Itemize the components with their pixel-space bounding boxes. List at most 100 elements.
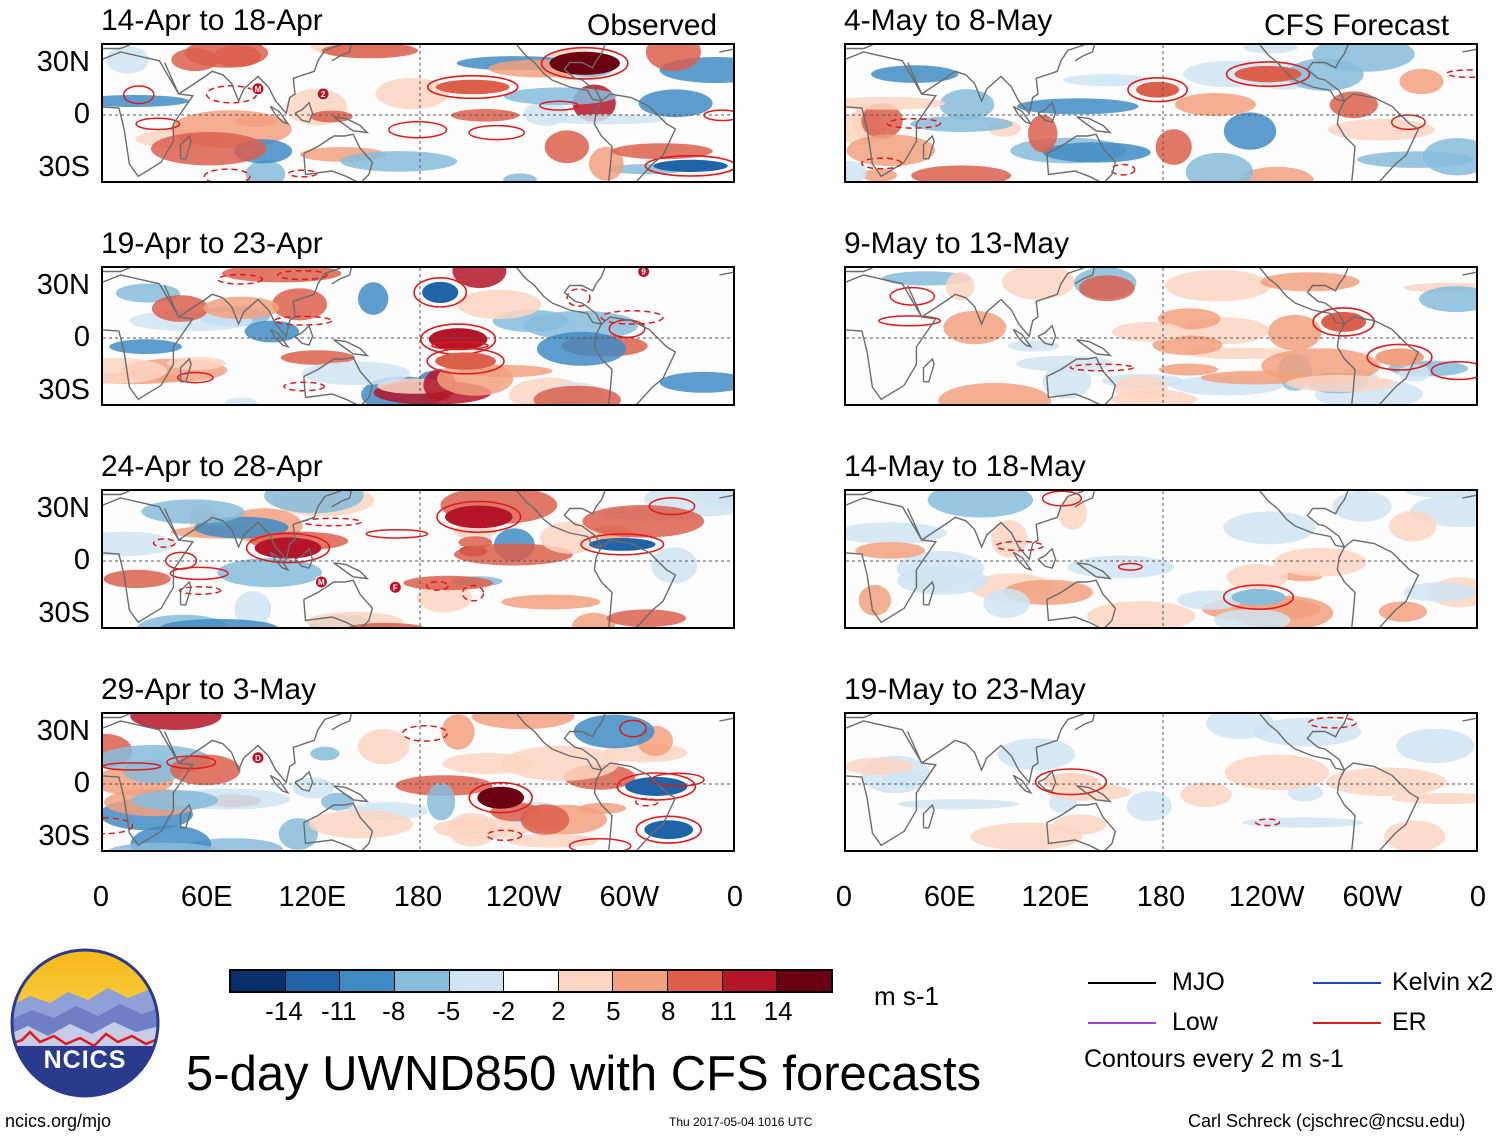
coastline [303, 802, 374, 850]
forecast-panel-1 [844, 43, 1478, 183]
storm-marker-label: M [255, 85, 262, 94]
er-legend-line [1313, 1022, 1381, 1024]
footer-author: Carl Schreck (cjschrec@ncsu.edu) [1188, 1111, 1466, 1131]
wind-anomaly-patch [1126, 791, 1172, 822]
wind-anomaly-patch [1243, 45, 1298, 54]
wind-anomaly-patch [1391, 793, 1476, 804]
wind-anomaly-patch [280, 350, 355, 365]
wind-anomaly-patch [1399, 68, 1444, 95]
wind-anomaly-patch [1016, 355, 1114, 372]
er-contour [276, 269, 328, 281]
coastline [906, 491, 1085, 561]
wind-anomaly-patch [321, 45, 418, 59]
er-contour [1222, 584, 1295, 611]
er-contour [995, 540, 1044, 552]
coastline [906, 268, 1085, 338]
coastline [1046, 133, 1117, 181]
wind-anomaly-patch [1175, 93, 1256, 116]
x-tick-label: 0 [1469, 881, 1487, 913]
wind-anomaly-patch [150, 132, 267, 166]
er-contour [169, 566, 229, 581]
coastline [1012, 105, 1033, 126]
coastline [846, 714, 873, 719]
wind-anomaly-patch [1201, 370, 1311, 385]
coastline [269, 551, 290, 572]
wind-map: D [103, 714, 733, 850]
coastline [906, 714, 1085, 784]
er-contour [1430, 360, 1476, 381]
coastline [163, 45, 342, 115]
wind-anomaly-patch [659, 371, 733, 393]
wind-anomaly-patch [130, 714, 222, 730]
wind-anomaly-patch [301, 361, 411, 386]
er-contour [1117, 562, 1143, 571]
wind-anomaly-core [477, 786, 525, 809]
wind-anomaly-patch [358, 282, 389, 315]
colorbar [229, 969, 833, 993]
coastline [922, 803, 935, 829]
coastline [1046, 579, 1117, 627]
observed-panel-title-4: 29-Apr to 3-May [101, 673, 317, 706]
footer-url[interactable]: ncics.org/mjo [5, 1111, 112, 1131]
colorbar-units: m s-1 [874, 981, 939, 1011]
wind-anomaly-patch [403, 575, 494, 591]
coastline [593, 762, 677, 850]
er-contour [648, 497, 696, 516]
er-contour [245, 532, 331, 564]
mjo-legend-line [1088, 982, 1156, 984]
wind-anomaly-patch [340, 151, 458, 172]
storm-marker: 9 [637, 268, 651, 278]
wind-anomaly-patch [1002, 268, 1075, 300]
er-contour [1312, 307, 1375, 337]
coastline [516, 714, 606, 771]
wind-anomaly-patch [1405, 491, 1476, 498]
wind-anomaly-patch [897, 799, 1019, 810]
wind-anomaly-patch [862, 168, 897, 181]
er-contour [436, 500, 522, 534]
wind-anomaly-patch [1007, 340, 1060, 352]
wind-anomaly-patch [1329, 91, 1378, 119]
observed-panel-2: 9 [101, 266, 735, 406]
wind-anomaly-patch [1398, 364, 1430, 382]
wind-anomaly-patch [1389, 510, 1437, 542]
er-contour [413, 276, 468, 308]
coastline [516, 268, 606, 325]
wind-anomaly-patch [1253, 717, 1361, 747]
wind-anomaly-patch [983, 588, 1030, 619]
coastline [1462, 48, 1476, 53]
wind-anomaly-patch [638, 89, 713, 118]
coastline [1336, 93, 1420, 181]
wind-anomaly-patch [938, 382, 1052, 404]
wind-anomaly-patch [224, 397, 258, 404]
wind-anomaly-patch [1079, 275, 1135, 302]
storm-marker: M [251, 82, 265, 96]
coastline [1259, 268, 1349, 325]
colorbar-tick-label: -14 [265, 996, 303, 1026]
er-contour [205, 85, 258, 104]
er-contour [388, 120, 448, 139]
coastline [103, 714, 130, 719]
coastline [103, 720, 195, 847]
wind-anomaly-patch [846, 757, 913, 776]
low-legend-label: Low [1172, 1008, 1218, 1036]
coastline [269, 328, 290, 349]
colorbar-swatch [613, 971, 669, 991]
wind-map [846, 268, 1476, 404]
y-tick-label: 30N [36, 268, 90, 301]
coastline [1336, 539, 1420, 627]
coastline [103, 45, 130, 50]
coastline [1259, 714, 1349, 771]
wind-anomaly-patch [544, 130, 590, 164]
wind-anomaly-patch [1223, 511, 1316, 545]
wind-anomaly-patch [1155, 129, 1192, 165]
coastline [719, 48, 733, 53]
wind-anomaly-patch [573, 714, 655, 749]
coastline [1462, 271, 1476, 276]
wind-anomaly-patch [533, 385, 621, 404]
wind-anomaly-patch [264, 491, 364, 514]
wind-anomaly-patch [217, 558, 322, 588]
wind-anomaly-patch [1159, 363, 1218, 376]
wind-anomaly-patch [871, 65, 959, 83]
er-contour [886, 117, 942, 129]
